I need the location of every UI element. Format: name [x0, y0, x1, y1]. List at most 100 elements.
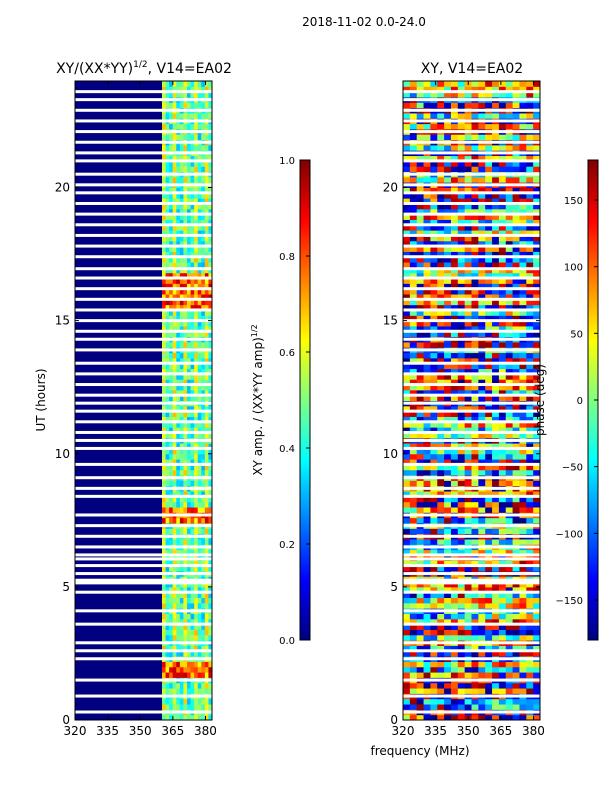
phase-cell: [478, 299, 486, 306]
amplitude-cell: [186, 581, 192, 588]
phase-cell: [409, 283, 418, 290]
phase-cell: [437, 592, 445, 599]
amplitude-cell: [169, 352, 174, 359]
phase-cell: [457, 288, 466, 295]
phase-cell: [416, 251, 425, 258]
phase-cell: [403, 224, 411, 231]
amplitude-cell: [201, 464, 206, 471]
amplitude-cell: [179, 491, 184, 497]
phase-cell: [533, 256, 540, 263]
amplitude-cell: [190, 192, 195, 199]
phase-cell: [492, 272, 500, 279]
phase-cell: [471, 112, 479, 119]
amplitude-gap-row: [75, 244, 212, 248]
amplitude-cell: [172, 267, 177, 274]
phase-cell: [437, 325, 445, 332]
phase-cell: [403, 251, 411, 258]
amplitude-cell: [204, 427, 209, 433]
phase-cell: [492, 688, 500, 694]
phase-cell: [437, 629, 445, 636]
phase-cell: [485, 214, 493, 220]
phase-cell: [533, 198, 540, 204]
amplitude-cell: [204, 459, 209, 465]
amplitude-cell: [186, 448, 192, 455]
phase-cell: [526, 224, 534, 231]
amplitude-cell: [179, 160, 184, 167]
phase-gap-row: [403, 244, 540, 248]
amplitude-cell: [194, 416, 199, 423]
amplitude-cell: [161, 294, 167, 300]
amplitude-cell: [204, 443, 209, 449]
amplitude-cell: [197, 187, 202, 194]
amplitude-gap-row: [75, 564, 212, 568]
phase-cell: [498, 325, 507, 332]
amplitude-y-tick-label: 15: [55, 314, 70, 328]
amplitude-cell: [165, 704, 170, 710]
amplitude-cell: [176, 421, 181, 428]
phase-cell: [409, 507, 418, 513]
amplitude-cell: [204, 405, 209, 412]
amplitude-cell: [169, 411, 174, 417]
phase-cell: [457, 586, 466, 593]
phase-cell: [498, 624, 507, 630]
amplitude-cell: [190, 368, 195, 375]
phase-cell: [457, 208, 466, 215]
phase-cell: [450, 304, 459, 311]
amplitude-heatmap[interactable]: [75, 81, 213, 721]
amplitude-cell: [165, 443, 170, 449]
phase-cell: [512, 501, 520, 508]
amplitude-cell: [172, 294, 177, 300]
phase-cell: [430, 363, 438, 370]
phase-cell: [478, 224, 486, 231]
phase-cell: [526, 538, 534, 545]
amplitude-cell: [194, 411, 199, 417]
phase-cell: [505, 155, 514, 162]
phase-cell: [505, 416, 514, 423]
amplitude-cell: [172, 304, 177, 311]
amplitude-cell: [194, 480, 199, 487]
phase-gap-row: [403, 348, 540, 352]
amplitude-cell: [169, 389, 174, 396]
amplitude-cell: [183, 528, 188, 535]
phase-cell: [492, 81, 500, 87]
phase-cell: [437, 560, 445, 567]
phase-cell: [423, 491, 431, 497]
amplitude-cell: [165, 629, 170, 636]
amplitude-cell: [161, 528, 167, 535]
phase-cell: [403, 160, 411, 167]
phase-cell: [457, 325, 466, 332]
phase-cell: [450, 395, 459, 401]
phase-cell: [526, 448, 534, 455]
phase-cell: [498, 352, 507, 359]
amplitude-cell: [183, 427, 188, 433]
phase-cell: [444, 160, 452, 167]
amplitude-cell: [176, 102, 181, 109]
amplitude-cell: [208, 459, 212, 465]
amplitude-cell: [179, 528, 184, 535]
amplitude-cell: [165, 240, 170, 247]
phase-cell: [444, 341, 452, 348]
phase-cell: [505, 528, 514, 535]
amplitude-cell: [161, 411, 167, 417]
phase-cell: [519, 357, 527, 364]
amplitude-cell: [190, 496, 195, 503]
phase-cell: [403, 134, 411, 141]
phase-cell: [464, 262, 472, 268]
phase-cell: [450, 613, 459, 620]
phase-cell: [457, 251, 466, 258]
phase-cell: [430, 246, 438, 252]
amplitude-cell: [161, 192, 167, 199]
phase-cell: [498, 91, 507, 98]
phase-heatmap[interactable]: [403, 81, 541, 721]
phase-cell: [533, 272, 540, 279]
phase-cell: [437, 123, 445, 130]
phase-cell: [519, 384, 527, 391]
amplitude-cell: [194, 309, 199, 316]
phase-cell: [450, 112, 459, 119]
phase-cell: [444, 528, 452, 535]
phase-cell: [430, 602, 438, 609]
amplitude-cell: [172, 384, 177, 391]
amplitude-gap-row: [75, 622, 212, 626]
